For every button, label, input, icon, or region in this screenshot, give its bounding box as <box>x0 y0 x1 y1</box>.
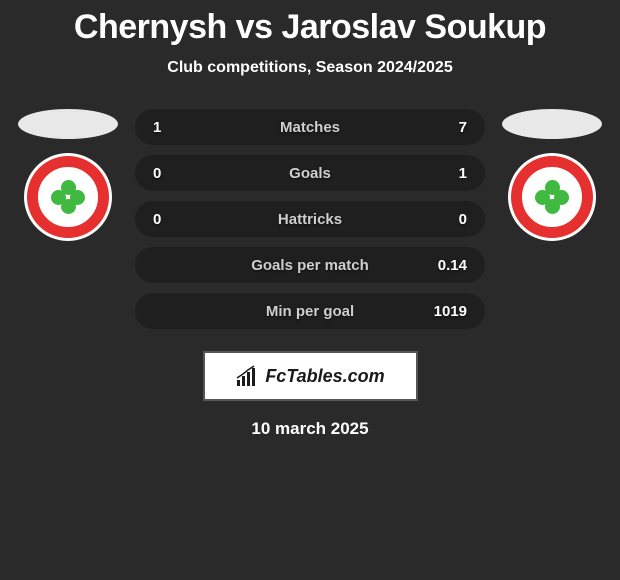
clover-icon <box>51 180 85 214</box>
page-title: Chernysh vs Jaroslav Soukup <box>0 8 620 47</box>
stat-row-matches: 1 Matches 7 <box>135 109 485 145</box>
player-photo-placeholder-right <box>502 109 602 139</box>
stat-right-value: 0 <box>459 211 467 228</box>
stat-label: Goals per match <box>251 257 369 274</box>
stat-row-goals: 0 Goals 1 <box>135 155 485 191</box>
stat-label: Hattricks <box>278 211 342 228</box>
subtitle: Club competitions, Season 2024/2025 <box>0 59 620 77</box>
player-photo-placeholder-left <box>18 109 118 139</box>
stat-row-hattricks: 0 Hattricks 0 <box>135 201 485 237</box>
stat-left-value: 0 <box>153 211 193 228</box>
chart-icon <box>235 364 259 388</box>
main-area: 1 Matches 7 0 Goals 1 0 Hattricks 0 Goal… <box>0 109 620 329</box>
stats-card: Chernysh vs Jaroslav Soukup Club competi… <box>0 0 620 439</box>
left-player-col <box>13 109 123 241</box>
stat-label: Goals <box>289 165 331 182</box>
badge-center <box>43 172 93 222</box>
club-badge-left <box>24 153 112 241</box>
source-logo-box[interactable]: FcTables.com <box>203 351 418 401</box>
stat-right-value: 7 <box>459 119 467 136</box>
stat-right-value: 1 <box>459 165 467 182</box>
stat-row-min-per-goal: Min per goal 1019 <box>135 293 485 329</box>
clover-icon <box>535 180 569 214</box>
source-logo-text: FcTables.com <box>265 366 384 387</box>
club-badge-right <box>508 153 596 241</box>
stat-left-value: 1 <box>153 119 193 136</box>
stat-row-goals-per-match: Goals per match 0.14 <box>135 247 485 283</box>
badge-center <box>527 172 577 222</box>
right-player-col <box>497 109 607 241</box>
date-text: 10 march 2025 <box>0 419 620 439</box>
stats-column: 1 Matches 7 0 Goals 1 0 Hattricks 0 Goal… <box>135 109 485 329</box>
stat-label: Min per goal <box>266 303 354 320</box>
stat-label: Matches <box>280 119 340 136</box>
stat-right-value: 0.14 <box>438 257 467 274</box>
stat-right-value: 1019 <box>434 303 467 320</box>
stat-left-value: 0 <box>153 165 193 182</box>
